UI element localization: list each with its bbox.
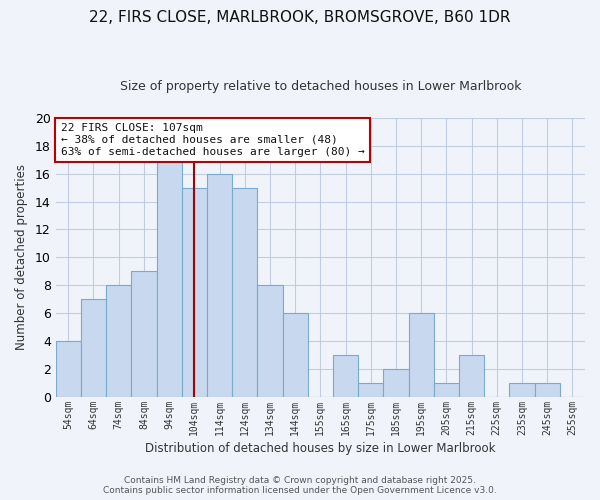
Bar <box>409 314 434 397</box>
Bar <box>56 341 81 397</box>
Bar <box>131 272 157 397</box>
Bar <box>182 188 207 397</box>
Text: 22 FIRS CLOSE: 107sqm
← 38% of detached houses are smaller (48)
63% of semi-deta: 22 FIRS CLOSE: 107sqm ← 38% of detached … <box>61 124 365 156</box>
Text: 22, FIRS CLOSE, MARLBROOK, BROMSGROVE, B60 1DR: 22, FIRS CLOSE, MARLBROOK, BROMSGROVE, B… <box>89 10 511 25</box>
Text: Contains HM Land Registry data © Crown copyright and database right 2025.
Contai: Contains HM Land Registry data © Crown c… <box>103 476 497 495</box>
Bar <box>535 383 560 397</box>
Bar <box>509 383 535 397</box>
Bar <box>383 369 409 397</box>
Title: Size of property relative to detached houses in Lower Marlbrook: Size of property relative to detached ho… <box>119 80 521 93</box>
X-axis label: Distribution of detached houses by size in Lower Marlbrook: Distribution of detached houses by size … <box>145 442 496 455</box>
Bar <box>81 300 106 397</box>
Bar <box>207 174 232 397</box>
Bar <box>257 286 283 397</box>
Bar <box>157 160 182 397</box>
Bar <box>232 188 257 397</box>
Bar <box>459 355 484 397</box>
Y-axis label: Number of detached properties: Number of detached properties <box>15 164 28 350</box>
Bar <box>434 383 459 397</box>
Bar <box>358 383 383 397</box>
Bar <box>333 355 358 397</box>
Bar <box>283 314 308 397</box>
Bar <box>106 286 131 397</box>
